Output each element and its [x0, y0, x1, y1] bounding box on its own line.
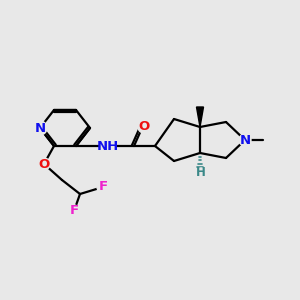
- Text: H: H: [196, 167, 206, 179]
- Text: N: N: [34, 122, 46, 134]
- Circle shape: [138, 121, 150, 133]
- Circle shape: [68, 205, 80, 217]
- Circle shape: [97, 181, 109, 193]
- Text: O: O: [138, 121, 150, 134]
- Circle shape: [33, 121, 47, 135]
- Text: NH: NH: [97, 140, 119, 152]
- Circle shape: [196, 168, 206, 178]
- Text: N: N: [239, 134, 250, 146]
- Circle shape: [239, 134, 251, 146]
- Polygon shape: [196, 107, 203, 127]
- Text: O: O: [38, 158, 50, 170]
- Circle shape: [38, 158, 50, 170]
- Text: F: F: [98, 181, 108, 194]
- Circle shape: [100, 138, 116, 154]
- Text: F: F: [69, 205, 79, 218]
